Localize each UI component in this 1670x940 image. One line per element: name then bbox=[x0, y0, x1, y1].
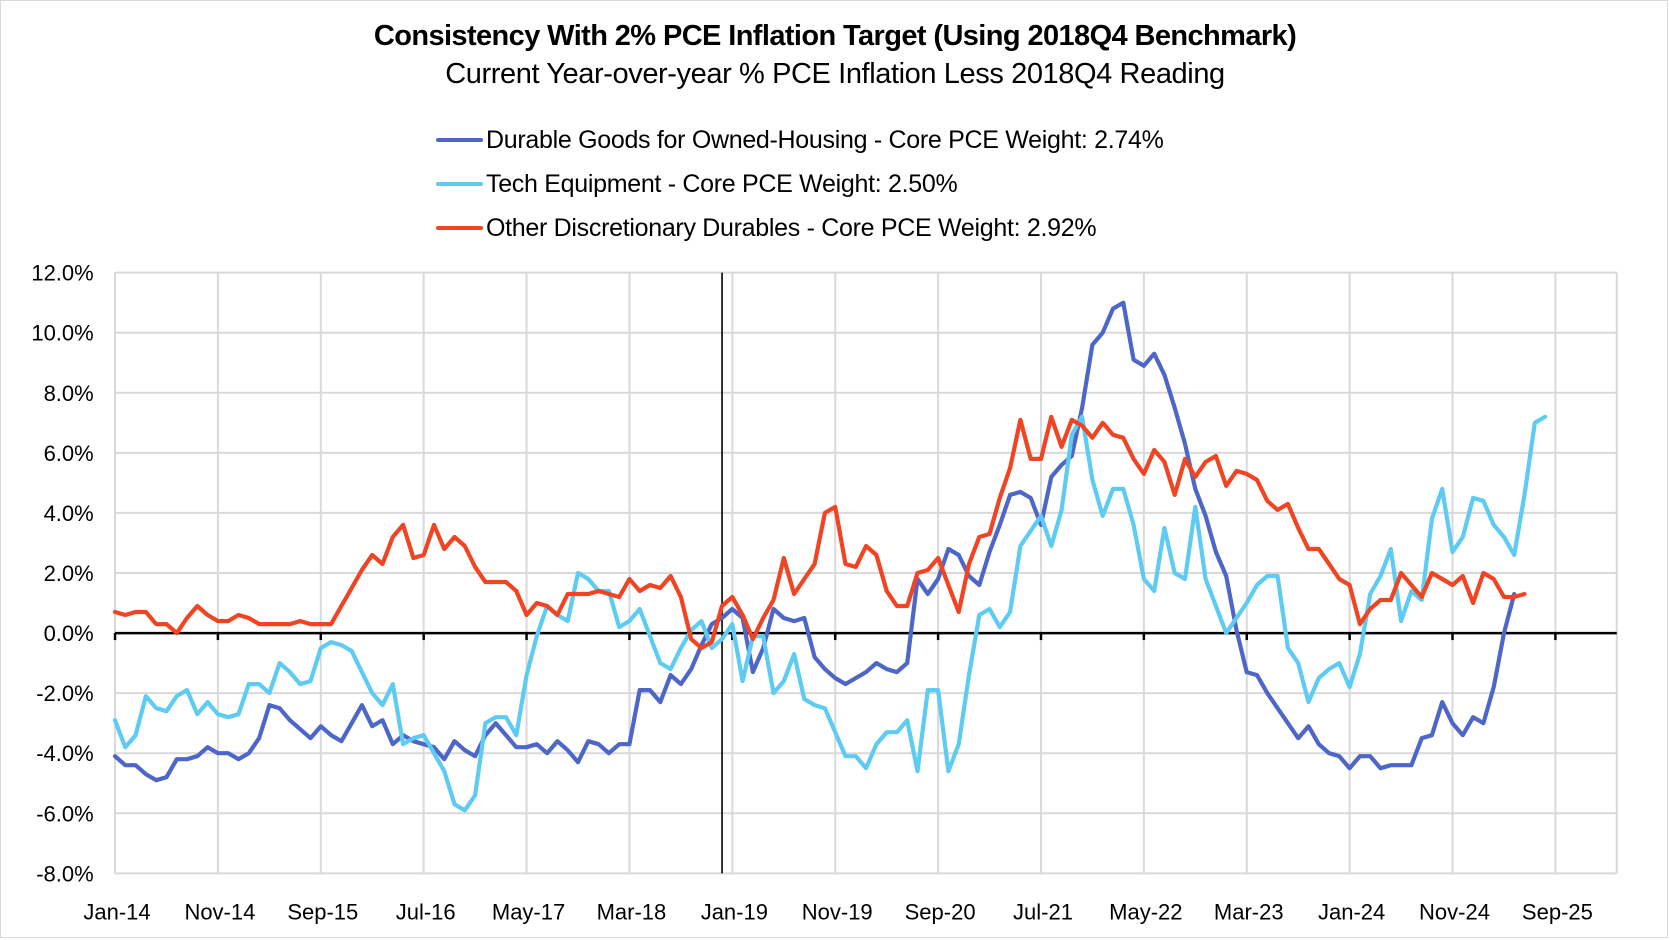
y-axis-tick-labels: 12.0% 10.0% 8.0% 6.0% 4.0% 2.0% 0.0% -2.0% -4.0%… bbox=[31, 261, 93, 887]
y-tick-label: 6.0% bbox=[44, 441, 94, 466]
y-tick-label: -2.0% bbox=[36, 681, 93, 706]
y-tick-label: 0.0% bbox=[44, 621, 94, 646]
y-tick-label: 8.0% bbox=[44, 381, 94, 406]
gridlines bbox=[114, 271, 1618, 875]
series-lines bbox=[112, 300, 1548, 813]
y-tick-label: -4.0% bbox=[36, 741, 93, 766]
x-tick-label: Jan-19 bbox=[701, 899, 768, 924]
x-tick-label: Sep-20 bbox=[905, 899, 976, 924]
legend-swatch-tech-equipment bbox=[436, 182, 483, 186]
x-tick-label: Jan-14 bbox=[83, 899, 150, 924]
x-axis-tick-labels: Jan-14 Nov-14 Sep-15 Jul-16 May-17 Mar-18 Jan-… bbox=[83, 899, 1592, 924]
legend-label: Tech Equipment - Core PCE Weight: 2.50% bbox=[486, 169, 958, 198]
chart-subtitle: Current Year-over-year % PCE Inflation L… bbox=[445, 58, 1225, 90]
x-tick-label: Jan-24 bbox=[1318, 899, 1385, 924]
chart-title: Consistency With 2% PCE Inflation Target… bbox=[373, 20, 1297, 52]
y-tick-label: -8.0% bbox=[36, 861, 93, 886]
legend-label: Other Discretionary Durables - Core PCE … bbox=[486, 213, 1097, 242]
x-tick-label: Jul-16 bbox=[396, 899, 456, 924]
x-tick-label: Sep-25 bbox=[1522, 899, 1593, 924]
x-tick-label: May-17 bbox=[492, 899, 565, 924]
legend-item-other-discretionary-durables: Other Discretionary Durables - Core PCE … bbox=[436, 206, 1164, 250]
x-tick-label: May-22 bbox=[1109, 899, 1182, 924]
legend-label: Durable Goods for Owned-Housing - Core P… bbox=[486, 125, 1164, 154]
series-line-other-discretionary-durables bbox=[112, 414, 1527, 651]
x-tick-label: Nov-24 bbox=[1419, 899, 1490, 924]
x-tick-label: Sep-15 bbox=[287, 899, 358, 924]
series-line-durable-goods-owned-housing bbox=[112, 300, 1517, 783]
x-tick-label: Mar-18 bbox=[597, 899, 667, 924]
legend-swatch-durable-goods bbox=[436, 138, 483, 142]
legend-item-durable-goods-owned-housing: Durable Goods for Owned-Housing - Core P… bbox=[436, 118, 1164, 162]
y-tick-label: 4.0% bbox=[44, 501, 94, 526]
y-tick-label: 10.0% bbox=[31, 321, 93, 346]
legend-swatch-other-discretionary bbox=[436, 226, 483, 230]
y-tick-label: 12.0% bbox=[31, 261, 93, 286]
x-tick-label: Nov-19 bbox=[802, 899, 873, 924]
y-tick-label: 2.0% bbox=[44, 561, 94, 586]
x-tick-label: Nov-14 bbox=[184, 899, 255, 924]
y-tick-label: -6.0% bbox=[36, 801, 93, 826]
axes bbox=[113, 272, 1617, 874]
series-line-tech-equipment bbox=[112, 414, 1548, 813]
x-tick-label: Mar-23 bbox=[1214, 899, 1284, 924]
x-tick-label: Jul-21 bbox=[1013, 899, 1073, 924]
legend: Durable Goods for Owned-Housing - Core P… bbox=[436, 118, 1164, 250]
legend-item-tech-equipment: Tech Equipment - Core PCE Weight: 2.50% bbox=[436, 162, 1164, 206]
